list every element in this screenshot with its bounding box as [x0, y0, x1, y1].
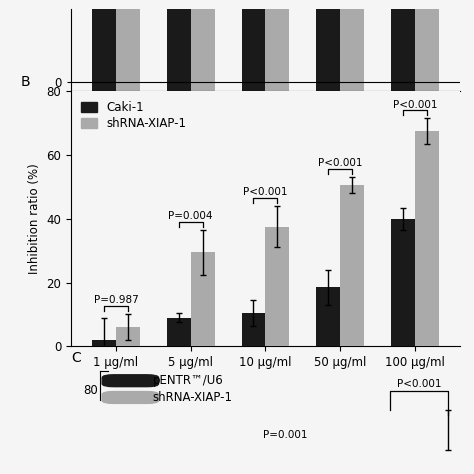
Bar	[92, 7, 116, 91]
Bar	[191, 252, 215, 346]
Bar	[191, 0, 215, 91]
Bar	[391, 0, 415, 91]
Bar	[265, 227, 289, 346]
Legend: Caki-1, shRNA-XIAP-1: Caki-1, shRNA-XIAP-1	[77, 97, 190, 134]
Bar	[116, 0, 140, 91]
Text: P<0.001: P<0.001	[392, 100, 437, 109]
Text: B: B	[20, 75, 30, 89]
Bar	[316, 0, 340, 91]
Text: shRNA-XIAP-1: shRNA-XIAP-1	[153, 391, 233, 404]
Text: 80: 80	[83, 384, 98, 397]
Bar	[116, 327, 140, 346]
Text: P=0.001: P=0.001	[263, 430, 307, 440]
Text: P<0.001: P<0.001	[397, 379, 441, 389]
Bar	[415, 131, 439, 346]
FancyBboxPatch shape	[102, 392, 158, 403]
Text: P<0.001: P<0.001	[243, 187, 288, 197]
Bar	[340, 185, 364, 346]
Bar	[265, 0, 289, 91]
Text: pENTR™/U6: pENTR™/U6	[153, 374, 223, 387]
Bar	[242, 0, 265, 91]
Text: P=0.004: P=0.004	[168, 211, 213, 221]
Bar	[92, 340, 116, 346]
Text: C: C	[71, 351, 81, 365]
Bar	[167, 0, 191, 91]
Bar	[340, 0, 364, 91]
Bar	[167, 318, 191, 346]
Text: P=0.987: P=0.987	[93, 295, 138, 305]
Y-axis label: Inhibition ratio (%): Inhibition ratio (%)	[28, 164, 41, 274]
Bar	[415, 0, 439, 91]
Bar	[242, 313, 265, 346]
Bar	[316, 287, 340, 346]
Text: P<0.001: P<0.001	[318, 158, 363, 168]
FancyBboxPatch shape	[102, 375, 158, 387]
Bar	[391, 219, 415, 346]
